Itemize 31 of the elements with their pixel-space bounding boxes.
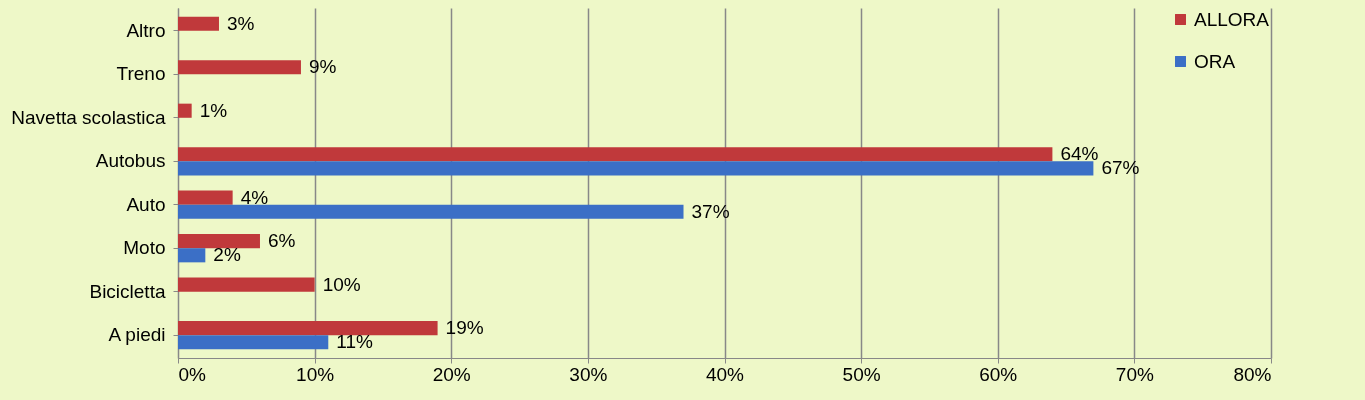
data-label: 6% — [267, 230, 296, 252]
y-tick-label: Navetta scolastica — [11, 106, 166, 128]
legend-label: ORA — [1194, 50, 1236, 72]
data-label: 10% — [322, 273, 361, 295]
legend-label: ALLORA — [1194, 8, 1270, 30]
x-tick-label: 30% — [569, 363, 608, 385]
y-tick-label: Moto — [123, 237, 166, 259]
y-tick-label: Autobus — [95, 150, 166, 172]
data-label: 4% — [240, 186, 269, 208]
y-tick-label: A piedi — [108, 324, 166, 346]
y-tick-label: Auto — [126, 193, 166, 215]
data-label: 37% — [691, 200, 730, 222]
y-tick-label: Treno — [116, 63, 166, 85]
data-label: 1% — [199, 99, 228, 121]
data-label: 19% — [445, 317, 484, 339]
x-tick-label: 60% — [979, 363, 1018, 385]
data-label: 9% — [308, 56, 337, 78]
x-tick-label: 10% — [296, 363, 335, 385]
y-tick-label: Bicicletta — [89, 280, 166, 302]
x-tick-label: 70% — [1115, 363, 1154, 385]
data-label: 11% — [336, 331, 374, 353]
data-label: 3% — [226, 12, 255, 34]
x-tick-label: 20% — [432, 363, 471, 385]
data-label: 67% — [1101, 157, 1140, 179]
x-tick-label: 40% — [705, 363, 745, 385]
x-tick-label: 50% — [842, 363, 881, 385]
data-label: 64% — [1060, 143, 1099, 165]
y-tick-label: Altro — [126, 19, 166, 41]
x-tick-label: 0% — [178, 363, 207, 385]
data-label: 2% — [213, 244, 241, 266]
x-tick-label: 80% — [1233, 363, 1272, 385]
